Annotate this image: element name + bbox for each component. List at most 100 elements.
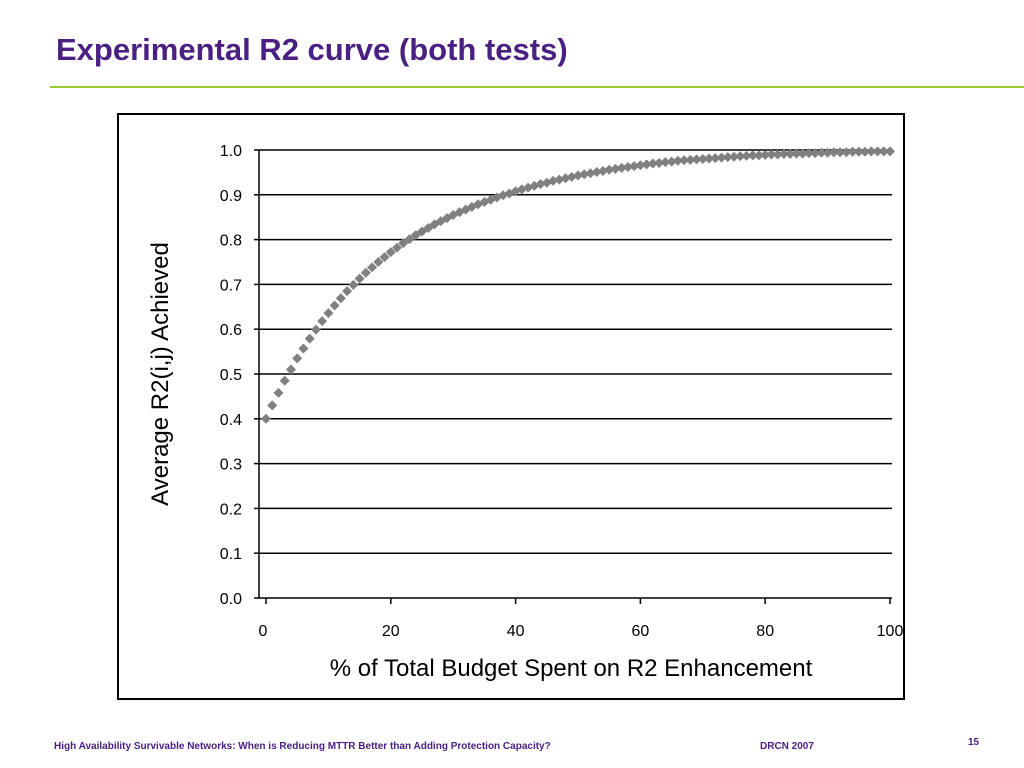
data-point (304, 333, 315, 344)
data-point (735, 151, 746, 162)
data-point (385, 247, 396, 258)
data-point (579, 169, 590, 180)
y-tick-label: 0.6 (220, 322, 242, 339)
x-tick-label: 20 (382, 623, 400, 640)
data-point (872, 146, 883, 157)
y-tick-label: 0.9 (220, 188, 242, 205)
y-tick-label: 0.1 (220, 546, 242, 563)
data-point (335, 293, 346, 304)
data-point (367, 262, 378, 273)
r2-curve-chart: 0.0 0.1 0.2 0.3 0.4 0.5 0.6 0.7 0.8 0.9 1.0 0 20 40 6… (147, 143, 903, 682)
data-point (641, 159, 652, 170)
data-point (591, 166, 602, 177)
data-point (448, 209, 459, 220)
data-point (760, 149, 771, 160)
data-point (323, 308, 334, 319)
data-point (654, 157, 665, 168)
data-point (672, 155, 683, 166)
data-point (785, 149, 796, 160)
y-tick-labels: 0.0 0.1 0.2 0.3 0.4 0.5 0.6 0.7 0.8 0.9 1.0 (220, 143, 242, 608)
data-point (541, 177, 552, 188)
title-divider (50, 86, 1024, 88)
data-point (604, 164, 615, 175)
data-point (267, 400, 278, 411)
y-tick-label: 0.3 (220, 457, 242, 474)
x-tick-label: 0 (259, 623, 268, 640)
data-point (317, 316, 328, 327)
y-tick-label: 0.0 (220, 591, 242, 608)
data-point (697, 153, 708, 164)
data-point (548, 175, 559, 186)
data-point (710, 153, 721, 164)
data-point (342, 286, 353, 297)
data-point (660, 157, 671, 168)
data-point (778, 149, 789, 160)
data-point (704, 153, 715, 164)
gridlines (254, 149, 892, 604)
footer-event: DRCN 2007 (760, 741, 814, 752)
data-point (616, 162, 627, 173)
chart-frame: 0.0 0.1 0.2 0.3 0.4 0.5 0.6 0.7 0.8 0.9 1.0 0 20 40 6… (117, 113, 905, 700)
data-point (729, 151, 739, 162)
data-point (647, 158, 658, 169)
data-point (610, 163, 621, 174)
data-point (504, 188, 515, 199)
slide-title: Experimental R2 curve (both tests) (56, 32, 568, 67)
y-tick-label: 0.8 (220, 233, 242, 250)
data-point (753, 150, 764, 161)
data-point (885, 146, 895, 157)
y-tick-label: 0.5 (220, 367, 242, 384)
data-point (273, 387, 284, 398)
data-point (803, 148, 814, 159)
data-point (435, 216, 446, 227)
data-point (329, 300, 340, 311)
data-point (379, 252, 390, 263)
data-point (360, 267, 371, 278)
y-axis-label: Average R2(i,j) Achieved (147, 242, 174, 506)
data-point (847, 146, 858, 157)
y-tick-label: 0.4 (220, 412, 242, 429)
data-point (635, 160, 646, 171)
data-point (878, 146, 889, 157)
data-point (810, 148, 821, 159)
x-tick-labels: 0 20 40 60 80 100 (259, 623, 903, 640)
data-point (722, 152, 733, 163)
data-point (772, 149, 783, 160)
footer-text: High Availability Survivable Networks: W… (54, 741, 551, 752)
x-tick-label: 60 (632, 623, 650, 640)
data-point (398, 238, 409, 249)
data-point (622, 162, 633, 173)
data-point (554, 174, 565, 185)
x-tick-label: 40 (507, 623, 525, 640)
data-point (560, 173, 571, 184)
data-point (292, 353, 303, 364)
data-point (679, 155, 690, 166)
x-tick-label: 80 (756, 623, 774, 640)
data-point (841, 147, 852, 158)
data-point (766, 149, 777, 160)
data-point (348, 279, 359, 290)
data-point (691, 154, 702, 165)
data-point (797, 148, 808, 159)
data-point (423, 222, 434, 233)
data-point (373, 257, 384, 267)
page-number: 15 (968, 737, 980, 748)
data-point (791, 148, 802, 159)
x-axis-label: % of Total Budget Spent on R2 Enhancemen… (330, 655, 813, 682)
data-point (741, 150, 752, 161)
data-point (410, 230, 421, 241)
data-point (261, 413, 271, 424)
data-point (685, 154, 696, 165)
data-point (279, 375, 290, 386)
y-tick-label: 0.7 (220, 277, 242, 294)
y-tick-label: 0.2 (220, 501, 242, 518)
data-point (285, 364, 296, 375)
data-point (404, 234, 415, 245)
data-point (666, 156, 677, 167)
data-point (629, 161, 640, 172)
data-point (860, 146, 871, 157)
data-point (816, 147, 827, 158)
data-points (261, 146, 895, 424)
data-point (298, 343, 309, 354)
data-point (835, 147, 846, 158)
